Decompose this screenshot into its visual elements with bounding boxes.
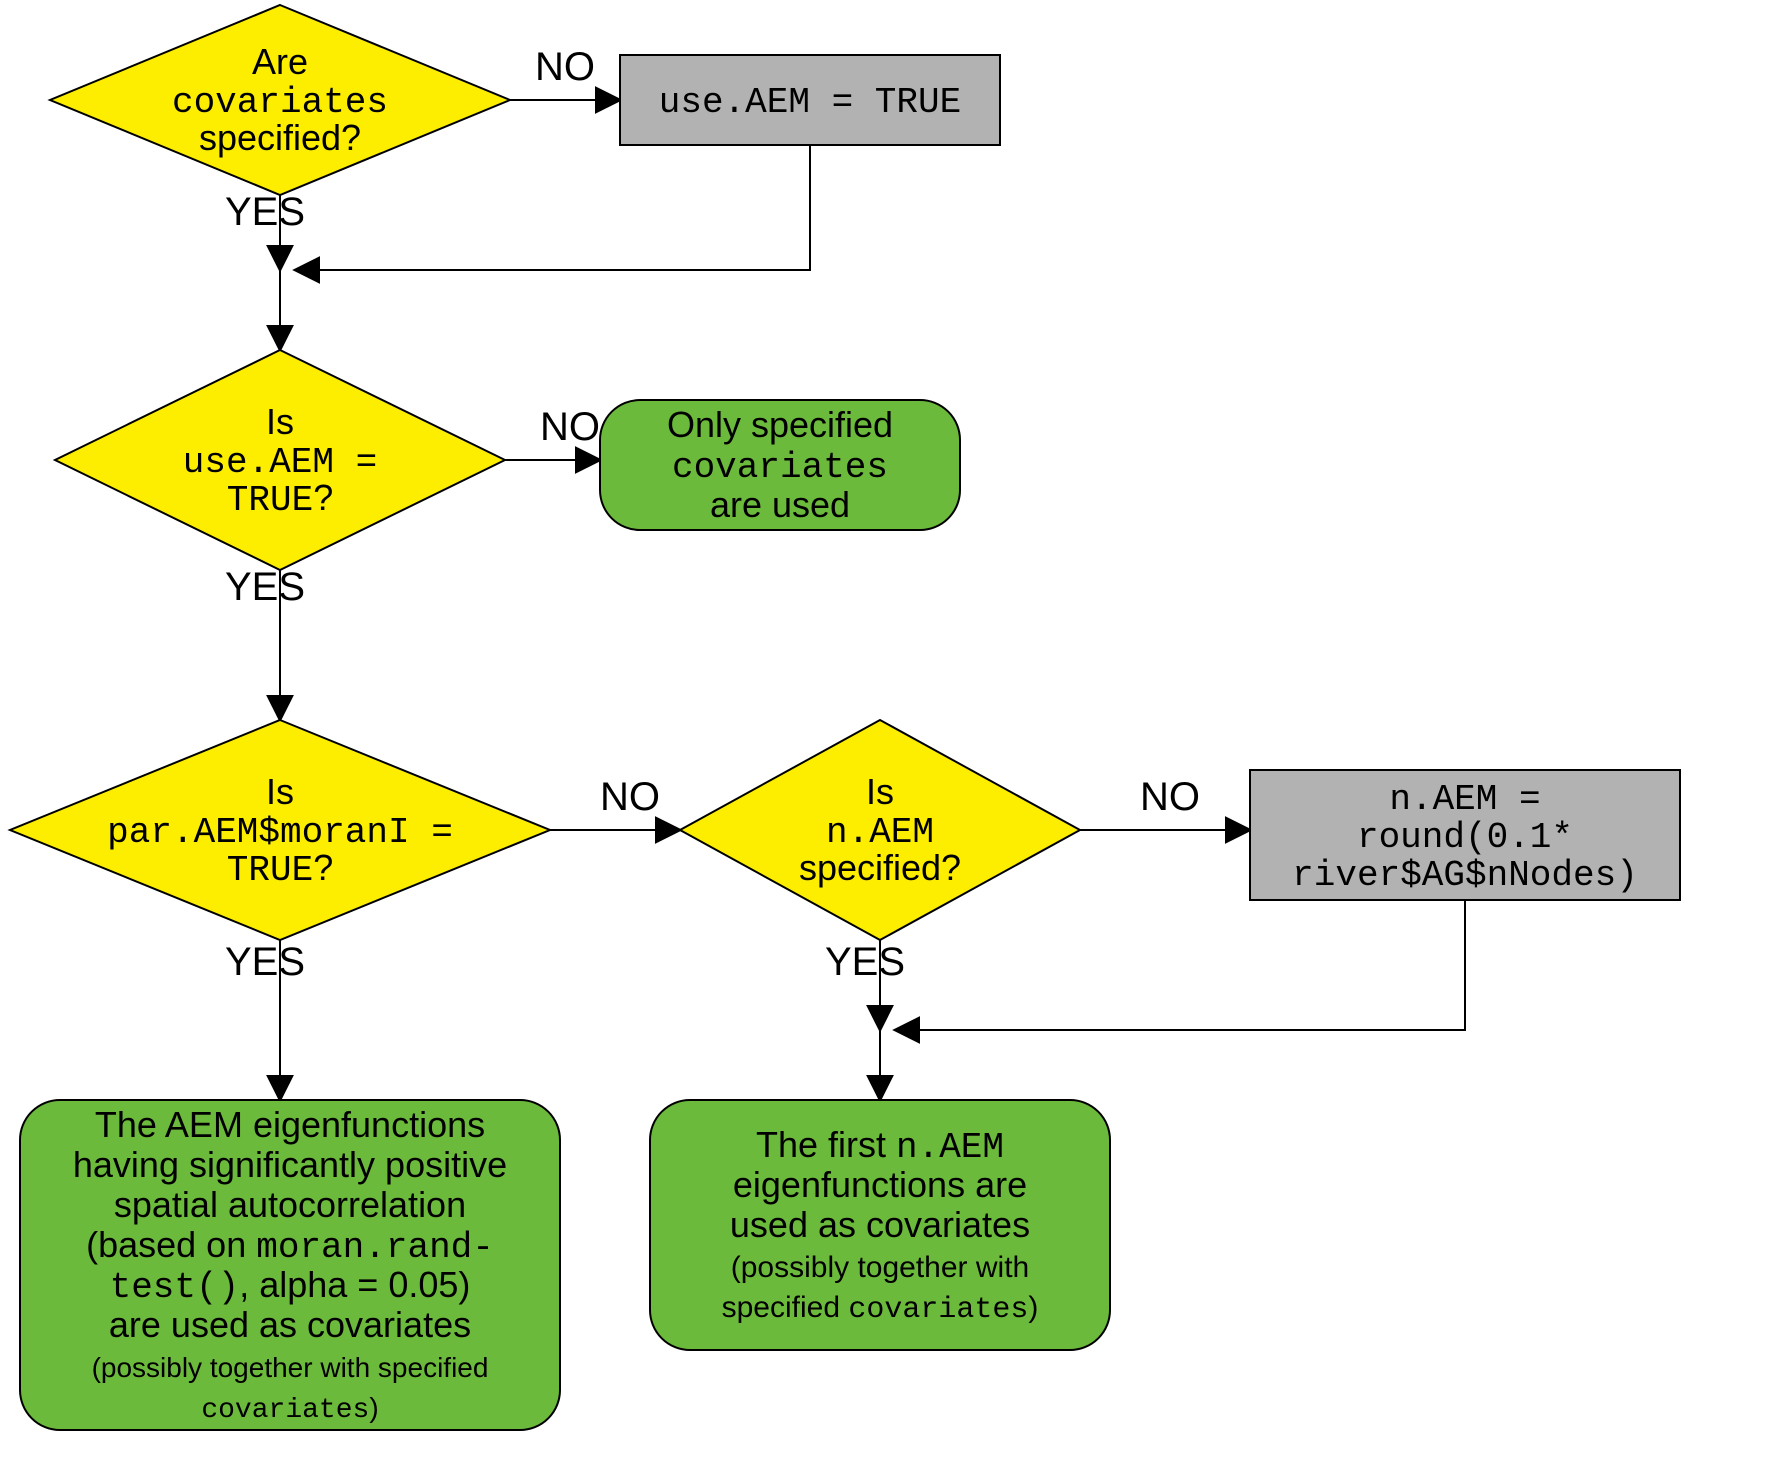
node-text: (possibly together with specified xyxy=(92,1352,489,1383)
node-text: Is xyxy=(866,771,894,812)
node-text: The first n.AEM xyxy=(756,1124,1004,1168)
node-text: spatial autocorrelation xyxy=(114,1184,466,1225)
node-text: test(), alpha = 0.05) xyxy=(110,1264,471,1308)
node-text: use.AEM = xyxy=(183,442,377,483)
node-text: (possibly together with xyxy=(731,1251,1029,1284)
node-text: covariates) xyxy=(201,1392,378,1426)
node-text: are used xyxy=(710,484,850,525)
node-text: TRUE? xyxy=(227,477,333,521)
node-text: The AEM eigenfunctions xyxy=(95,1104,485,1145)
flow-edge xyxy=(295,145,810,270)
node-text: eigenfunctions are xyxy=(733,1164,1027,1205)
node-text: Is xyxy=(266,771,294,812)
node-text: river$AG$nNodes) xyxy=(1292,855,1638,896)
node-text: Are xyxy=(252,41,308,82)
node-text: specified? xyxy=(799,847,961,888)
node-text: Is xyxy=(266,401,294,442)
edge-label: YES xyxy=(225,940,305,984)
node-text: (based on moran.rand- xyxy=(86,1224,494,1268)
node-text: having significantly positive xyxy=(73,1144,507,1185)
edge-label: YES xyxy=(825,940,905,984)
edge-label: NO xyxy=(600,775,660,819)
node-text: par.AEM$moranI = xyxy=(107,812,453,853)
node-text: TRUE? xyxy=(227,847,333,891)
node-text: specified covariates) xyxy=(722,1291,1039,1327)
edge-label: NO xyxy=(535,45,595,89)
edge-label: YES xyxy=(225,190,305,234)
node-text: Only specified xyxy=(667,404,893,445)
node-text: round(0.1* xyxy=(1357,817,1573,858)
node-text: covariates xyxy=(672,447,888,488)
edge-label: NO xyxy=(540,405,600,449)
node-text: specified? xyxy=(199,117,361,158)
node-text: used as covariates xyxy=(730,1204,1030,1245)
node-text: are used as covariates xyxy=(109,1304,471,1345)
flow-edge xyxy=(895,900,1465,1030)
node-text: use.AEM = TRUE xyxy=(659,82,961,123)
node-text: n.AEM = xyxy=(1389,779,1540,820)
edge-label: NO xyxy=(1140,775,1200,819)
edge-label: YES xyxy=(225,565,305,609)
